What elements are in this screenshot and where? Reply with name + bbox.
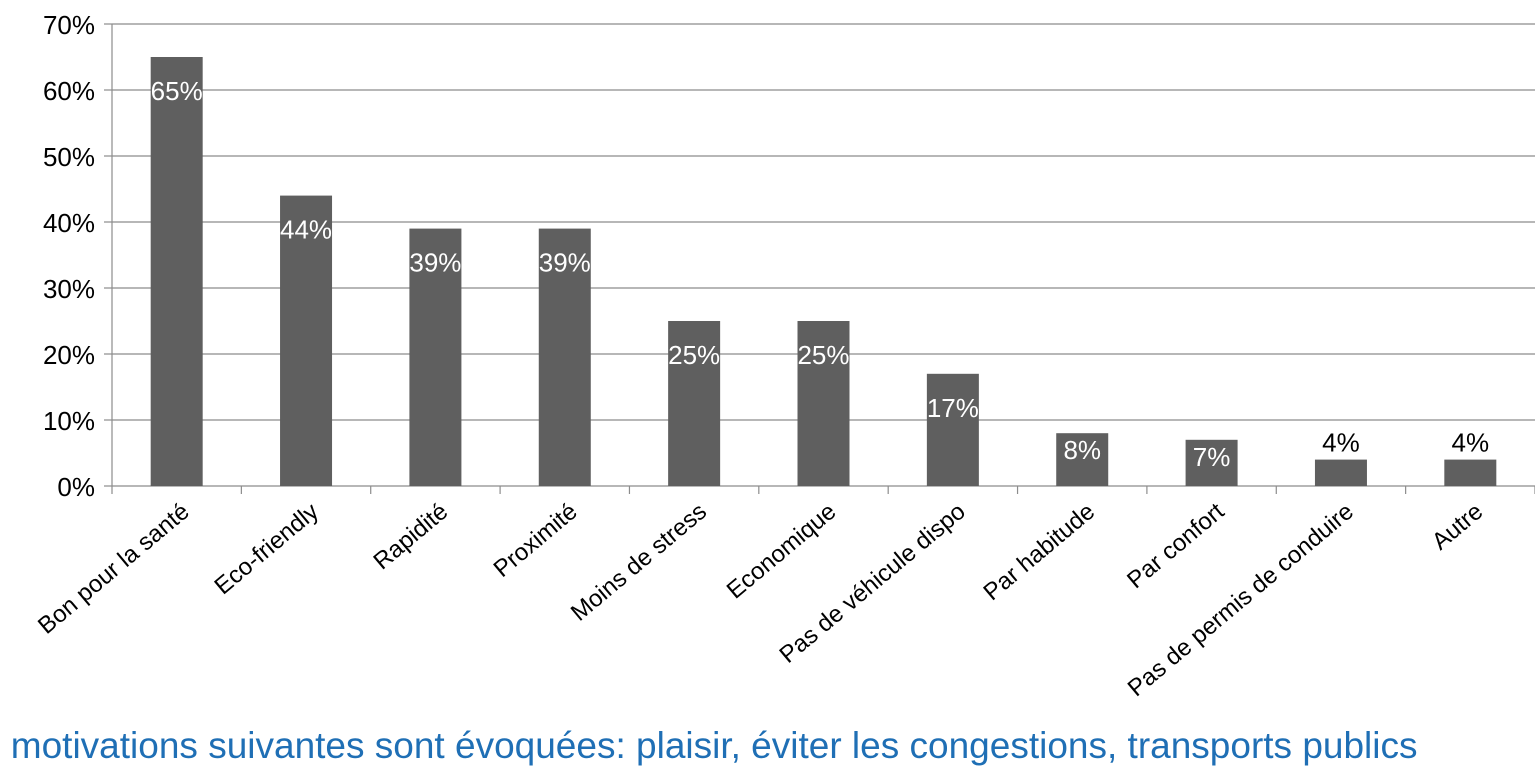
data-label: 65% xyxy=(151,76,203,106)
x-tick-label: Pas de permis de conduire xyxy=(1123,498,1359,702)
footnote-text: s motivations suivantes sont évoquées: p… xyxy=(0,725,1418,766)
y-tick-label: 50% xyxy=(43,142,95,172)
x-tick-label: Proximité xyxy=(489,498,583,583)
x-tick-label: Rapidité xyxy=(368,498,453,575)
x-tick-label: Moins de stress xyxy=(566,498,712,627)
data-label: 4% xyxy=(1452,428,1490,458)
y-tick-label: 70% xyxy=(43,10,95,40)
bar xyxy=(1314,459,1367,486)
bar xyxy=(538,228,591,486)
bar xyxy=(150,57,203,486)
bar xyxy=(409,228,462,486)
x-tick-label: Par habitude xyxy=(978,498,1100,606)
bar xyxy=(926,373,979,486)
data-label: 44% xyxy=(280,215,332,245)
y-tick-label: 10% xyxy=(43,406,95,436)
y-tick-label: 30% xyxy=(43,274,95,304)
data-label: 8% xyxy=(1063,435,1101,465)
bar xyxy=(668,321,721,486)
x-tick-label: Economique xyxy=(722,498,842,604)
data-label: 25% xyxy=(668,340,720,370)
y-tick-label: 40% xyxy=(43,208,95,238)
x-tick-label: Autre xyxy=(1427,498,1488,556)
y-tick-label: 0% xyxy=(57,472,95,502)
bar xyxy=(1444,459,1497,486)
data-label: 39% xyxy=(539,248,591,278)
x-tick-label: Bon pour la santé xyxy=(33,498,194,640)
data-label: 7% xyxy=(1193,442,1231,472)
y-tick-label: 60% xyxy=(43,76,95,106)
data-label: 17% xyxy=(927,393,979,423)
bar xyxy=(797,321,850,486)
x-tick-label: Eco-friendly xyxy=(209,498,323,600)
data-label: 39% xyxy=(409,248,461,278)
bar xyxy=(1185,439,1238,486)
data-label: 25% xyxy=(797,340,849,370)
bar xyxy=(1056,433,1109,486)
bar xyxy=(280,195,333,486)
data-label: 4% xyxy=(1322,428,1360,458)
y-tick-label: 20% xyxy=(43,340,95,370)
x-tick-label: Par confort xyxy=(1122,498,1230,594)
